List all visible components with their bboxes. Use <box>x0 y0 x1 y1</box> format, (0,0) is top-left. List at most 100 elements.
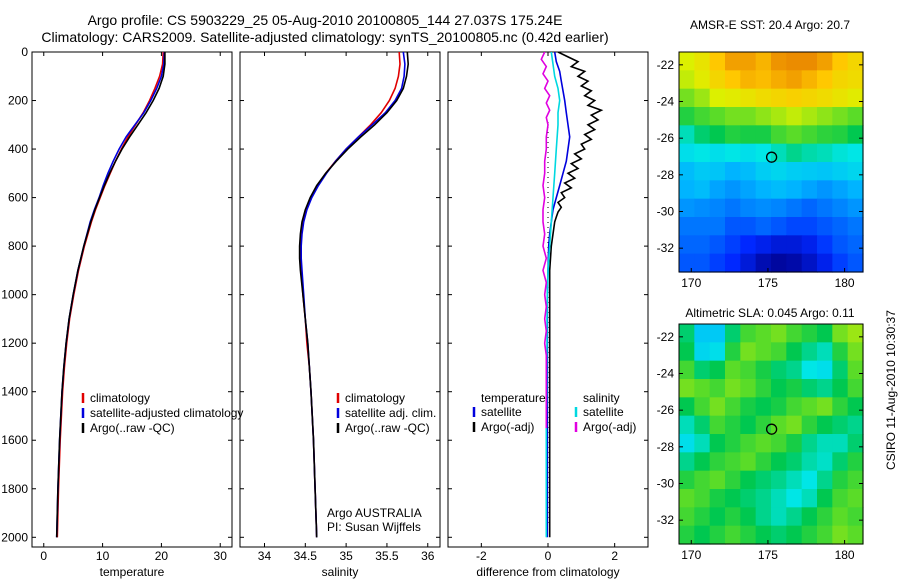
difference-legend-temperature-title: temperature <box>481 391 546 405</box>
sla-map-xtick-label: 175 <box>758 548 778 562</box>
sst-map-cell <box>740 70 757 90</box>
sst-map-cell <box>771 235 787 255</box>
sla-map-cell <box>847 397 864 417</box>
sst-map-cell <box>771 88 787 108</box>
sst-map-cell <box>694 235 711 255</box>
temperature-axes-frame <box>31 51 233 548</box>
sst-map-cell <box>801 70 818 90</box>
sla-map-cell <box>771 379 787 398</box>
sla-map-cell <box>817 507 833 527</box>
sla-map-cell <box>740 507 757 527</box>
temperature-xtick-label: 10 <box>96 549 110 563</box>
sla-map-cell <box>725 434 741 453</box>
sla-map-cell <box>740 379 757 398</box>
sla-map-cell <box>786 452 803 472</box>
sla-map-cell <box>679 452 695 472</box>
sla-map-cell <box>725 324 741 343</box>
difference-series-3 <box>540 52 551 429</box>
sst-map-cell <box>847 107 864 126</box>
sst-map-cell <box>786 70 803 90</box>
sst-map-cell <box>709 52 726 71</box>
sla-map-cell <box>817 379 833 398</box>
depth-tick-label: 2000 <box>1 530 28 544</box>
sla-map-cell <box>679 415 695 435</box>
depth-tick-label: 0 <box>21 45 28 59</box>
sst-map-argo-marker <box>765 151 778 163</box>
salinity-xtick-label: 34 <box>258 549 272 563</box>
sla-map-cell <box>679 507 695 527</box>
sla-map-cell <box>847 452 864 472</box>
sst-map-cell <box>679 235 695 255</box>
sst-map-cell <box>755 125 772 145</box>
temperature-series-2 <box>55 52 166 538</box>
sla-map-cell <box>755 452 772 472</box>
salinity-xtick-label: 36 <box>421 549 435 563</box>
salinity-xtick-label: 34.5 <box>294 549 318 563</box>
sst-map-cell <box>755 143 772 163</box>
sst-map-cell <box>725 180 741 200</box>
sla-map-cell <box>801 360 818 380</box>
sst-map-cell <box>786 217 803 236</box>
sst-map-xtick-label: 175 <box>758 276 778 290</box>
sst-map-cell <box>709 235 726 255</box>
depth-tick-label: 400 <box>8 142 28 156</box>
sla-map-cell <box>801 507 818 527</box>
sst-map-cell <box>847 198 864 218</box>
sst-map-cell <box>755 180 772 200</box>
sst-map-cell <box>817 217 833 236</box>
sla-map-cell <box>786 489 803 508</box>
sst-map-cell <box>801 143 818 163</box>
sst-map-ytick-label: -30 <box>657 205 675 219</box>
sla-map-cell <box>679 470 695 490</box>
sla-map-cell <box>679 324 695 343</box>
sla-map-cell <box>786 415 803 435</box>
sla-map-cell <box>801 324 818 343</box>
salinity-legend-entry: Argo(..raw -QC) <box>345 421 430 435</box>
sst-map-cell <box>694 217 711 236</box>
sla-map-cell <box>786 434 803 453</box>
sst-map-frame <box>678 51 864 273</box>
sla-map-cell <box>755 379 772 398</box>
sla-map-cell <box>771 452 787 472</box>
sst-map-cell <box>786 125 803 145</box>
sla-map-cell <box>817 324 833 343</box>
sla-map-cell <box>709 415 726 435</box>
sla-map-cell <box>679 360 695 380</box>
depth-tick-label: 1800 <box>1 482 28 496</box>
sst-map-cell <box>771 198 787 218</box>
sst-map-cell <box>801 217 818 236</box>
sla-map-cell <box>817 360 833 380</box>
temperature-xtick-label: 30 <box>214 549 228 563</box>
sst-map-cell <box>694 88 711 108</box>
sla-map-cell <box>786 507 803 527</box>
sla-map-cell <box>817 434 833 453</box>
sla-map-cell <box>740 360 757 380</box>
sla-map-title: Altimetric SLA: 0.045 Argo: 0.11 <box>685 306 855 320</box>
sla-map-cell <box>801 434 818 453</box>
sla-map-cell <box>771 434 787 453</box>
sla-map-cell <box>771 507 787 527</box>
sla-map-cell <box>786 342 803 362</box>
sst-map-cell <box>709 180 726 200</box>
sst-map-cell <box>679 217 695 236</box>
salinity-series-2 <box>298 52 410 538</box>
sst-map-cell <box>679 143 695 163</box>
sst-map-cell <box>832 52 849 71</box>
sst-map-cell <box>832 88 849 108</box>
sst-map-cell <box>847 125 864 145</box>
sla-map-cell <box>709 324 726 343</box>
sst-map-cell <box>709 253 726 273</box>
sla-map-cell <box>755 342 772 362</box>
sla-map-cell <box>709 507 726 527</box>
difference-xlabel: difference from climatology <box>476 565 619 579</box>
sla-map-cell <box>771 397 787 417</box>
sla-map-cell <box>755 434 772 453</box>
sst-map-cell <box>771 125 787 145</box>
sla-map-cell <box>832 415 849 435</box>
salinity-annotation-line: PI: Susan Wijffels <box>327 520 421 534</box>
sst-map-cell <box>847 253 864 273</box>
difference-xtick-label: 2 <box>611 549 618 563</box>
sla-map-cell <box>725 489 741 508</box>
